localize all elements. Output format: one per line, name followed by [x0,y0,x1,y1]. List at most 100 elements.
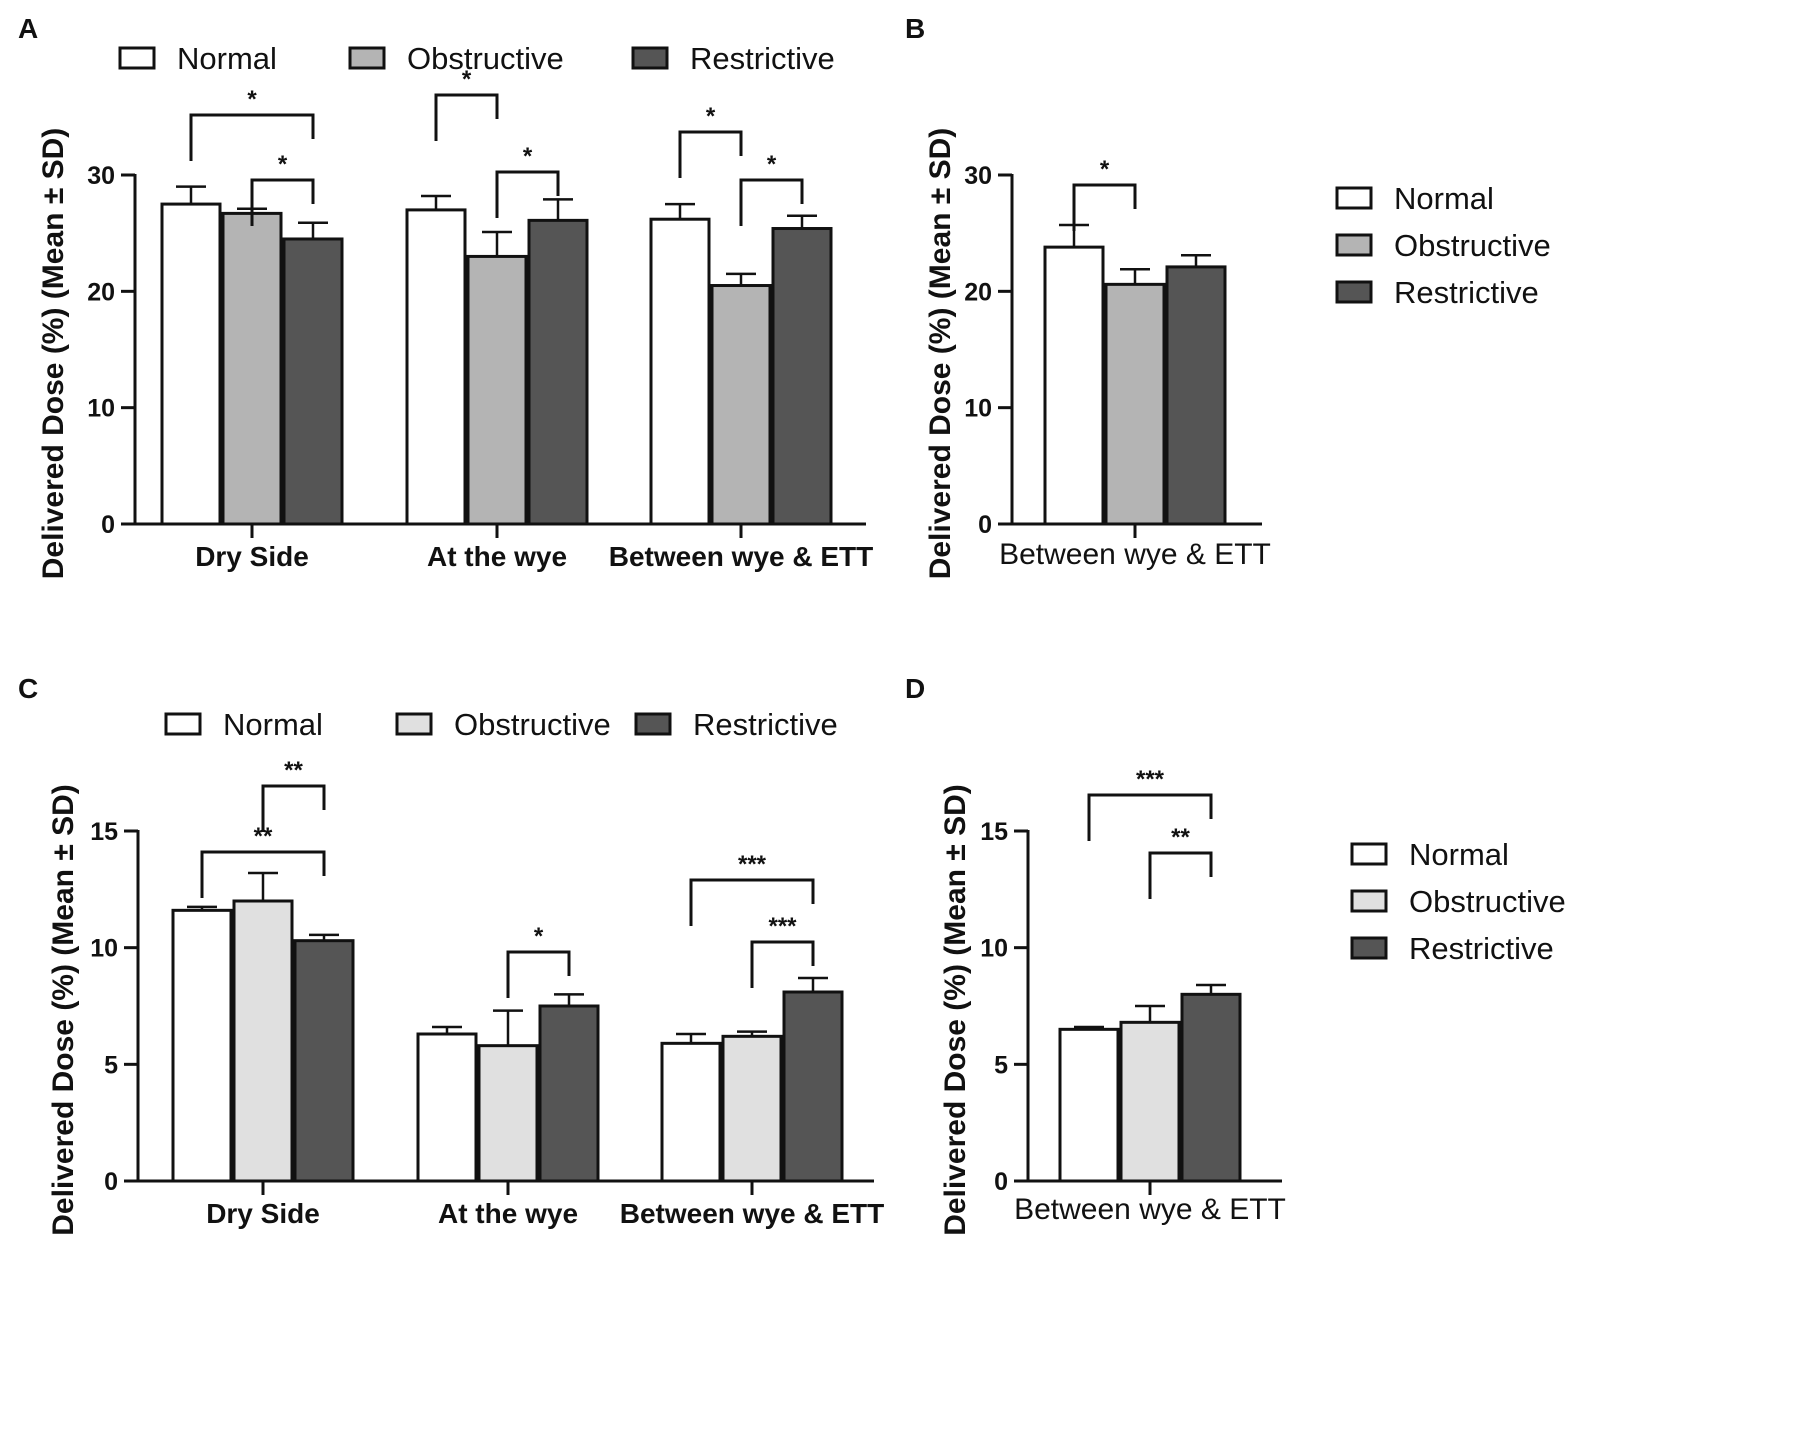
bar-normal [649,217,711,526]
y-axis-label: Delivered Dose (%) (Mean ± SD) [939,784,972,1236]
panel-letter: D [905,673,925,704]
y-tick-label: 0 [104,1168,118,1196]
category-label: Dry Side [206,1198,320,1229]
y-axis-label: Delivered Dose (%) (Mean ± SD) [37,128,70,580]
bar-normal [160,202,222,526]
bar-normal [1043,245,1105,526]
significance-label: ** [254,823,273,850]
y-tick-label: 10 [90,935,118,963]
significance-label: * [523,143,533,170]
significance-label: * [706,103,716,130]
significance-label: * [767,151,777,178]
significance-bracket [261,784,326,832]
significance-label: *** [768,913,797,940]
bar-obstructive [1119,1020,1181,1183]
significance-label: *** [1136,766,1165,793]
legend-label: Normal [223,707,323,742]
y-tick-label: 30 [964,162,992,190]
legend-label: Obstructive [1409,884,1566,919]
bar-normal [405,208,467,526]
significance-bracket [506,950,571,998]
legend-swatch-restrictive [634,712,672,736]
panel-letter: C [18,673,38,704]
significance-label: ** [284,757,303,784]
legend: Normal Obstructive Restrictive [118,41,835,76]
legend-label: Obstructive [1394,228,1551,263]
panel-a: A Delivered Dose (%) (Mean ± SD) 0 10 20 30 Dr… [18,13,873,579]
legend-swatch-obstructive [1350,889,1388,913]
legend-swatch-restrictive [1350,936,1388,960]
category-label: Between wye & ETT [999,538,1271,571]
y-tick-label: 30 [87,162,115,190]
y-axis-label: Delivered Dose (%) (Mean ± SD) [47,784,80,1236]
legend-swatch-obstructive [348,46,386,70]
y-tick-label: 15 [90,818,118,846]
legend-label: Obstructive [454,707,611,742]
legend-swatch-normal [118,46,156,70]
bar-obstructive [466,254,528,526]
bar-normal [1058,1027,1120,1183]
significance-label: ** [1171,824,1190,851]
legend-label: Obstructive [407,41,564,76]
legend-swatch-restrictive [631,46,669,70]
y-tick-label: 20 [964,278,992,306]
significance-bracket [678,130,743,178]
y-tick-label: 0 [978,511,992,539]
legend-swatch-normal [1350,842,1388,866]
legend-label: Normal [177,41,277,76]
significance-bracket [434,93,499,141]
significance-label: * [247,86,257,113]
legend-label: Restrictive [1409,931,1554,966]
y-tick-label: 5 [104,1051,118,1079]
significance-bracket [200,850,326,898]
significance-bracket [689,878,815,926]
bar-restrictive [282,237,344,526]
legend-swatch-obstructive [395,712,433,736]
legend-swatch-normal [1335,186,1373,210]
category-label: Dry Side [195,541,309,572]
panel-d: D Delivered Dose (%) (Mean ± SD) 0 5 10 15 Bet… [905,673,1566,1236]
legend: Normal Obstructive Restrictive [1335,181,1551,310]
category-label: At the wye [438,1198,578,1229]
legend-swatch-obstructive [1335,233,1373,257]
bar-obstructive [1104,282,1166,526]
bar-normal [171,908,233,1183]
panel-letter: B [905,13,925,44]
y-tick-label: 5 [994,1051,1008,1079]
significance-bracket [1072,183,1137,231]
category-label: At the wye [427,541,567,572]
bar-obstructive [221,211,283,526]
bar-restrictive [1180,992,1242,1183]
bar-restrictive [293,939,355,1183]
significance-bracket [1148,851,1213,899]
y-tick-label: 10 [87,395,115,423]
significance-label: * [534,923,544,950]
legend-label: Restrictive [690,41,835,76]
category-label: Between wye & ETT [620,1198,885,1229]
y-tick-label: 20 [87,278,115,306]
y-tick-label: 0 [994,1168,1008,1196]
legend-label: Normal [1409,837,1509,872]
bar-normal [416,1032,478,1183]
legend: Normal Obstructive Restrictive [164,707,838,742]
significance-bracket [1087,793,1213,841]
y-tick-label: 10 [964,395,992,423]
significance-bracket [750,940,815,988]
legend-label: Restrictive [693,707,838,742]
bar-normal [660,1041,722,1183]
category-label: Between wye & ETT [1014,1193,1286,1226]
panel-letter: A [18,13,38,44]
bar-restrictive [527,218,589,526]
bar-restrictive [538,1004,600,1183]
bar-obstructive [710,284,772,526]
significance-label: * [278,151,288,178]
bar-obstructive [721,1034,783,1183]
significance-bracket [495,170,560,218]
category-label: Between wye & ETT [609,541,874,572]
legend-swatch-normal [164,712,202,736]
significance-bracket [250,178,315,226]
bar-restrictive [782,990,844,1183]
significance-label: * [1100,156,1110,183]
legend: Normal Obstructive Restrictive [1350,837,1566,966]
